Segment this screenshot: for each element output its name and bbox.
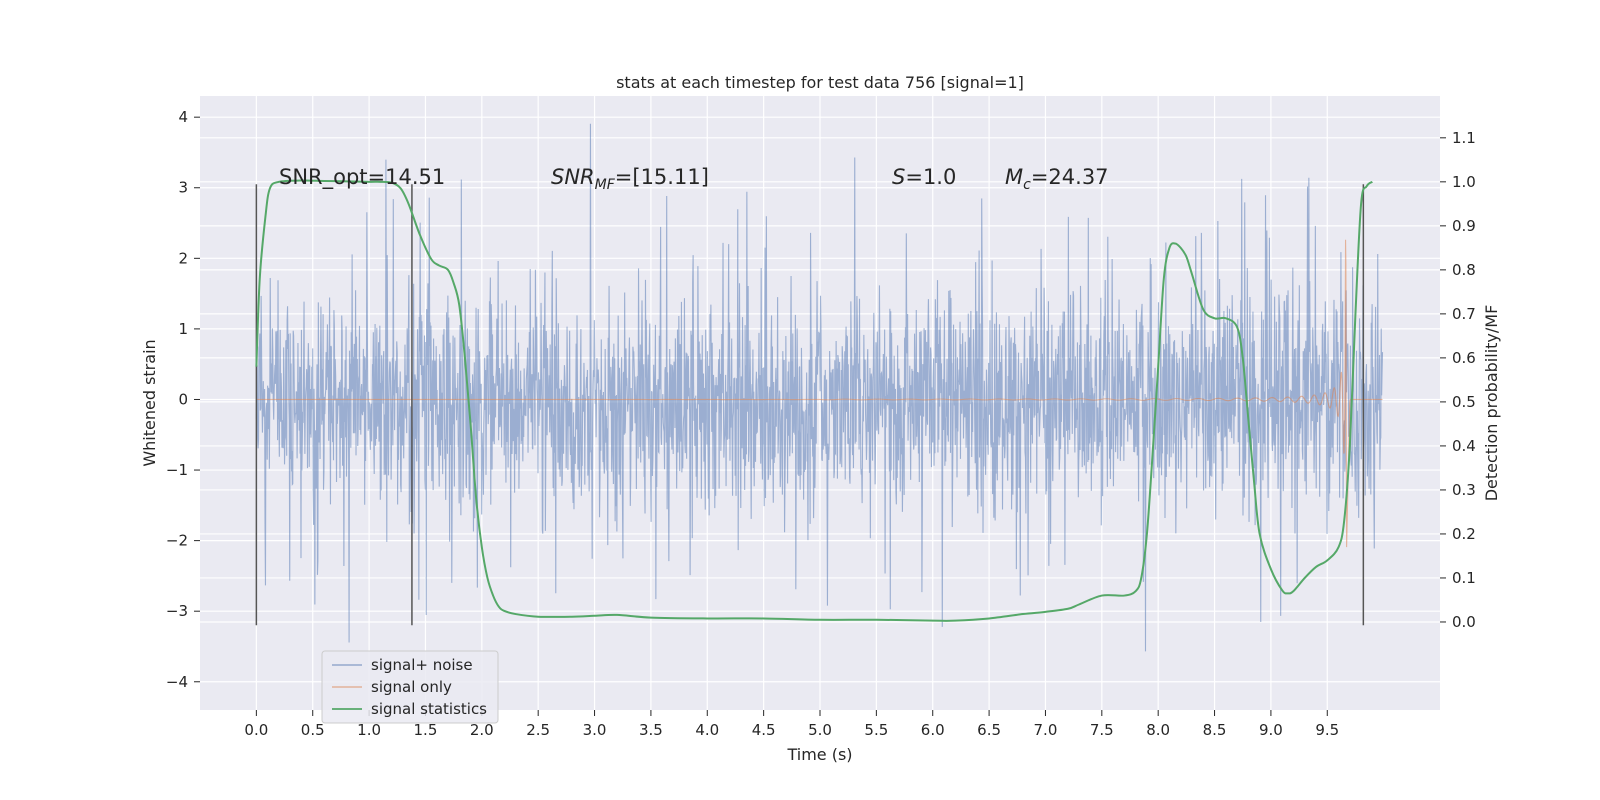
y-left-tick-label: −1 (166, 461, 188, 479)
legend-label-statistics: signal statistics (371, 700, 487, 718)
x-tick-label: 7.0 (1034, 721, 1058, 739)
y-left-tick-label: 3 (178, 179, 188, 197)
x-tick-label: 3.0 (583, 721, 607, 739)
y-left-tick-label: 0 (178, 390, 188, 408)
x-tick-label: 0.0 (244, 721, 268, 739)
snr-mf-symbol: SNR (551, 165, 595, 189)
annotation-mc: Mc=24.37 (1005, 165, 1109, 193)
x-tick-label: 1.0 (357, 721, 381, 739)
y-right-tick-label: 0.0 (1452, 613, 1476, 631)
signal-series (256, 239, 1383, 548)
signal-line (256, 239, 1383, 548)
mc-subscript: c (1023, 177, 1031, 193)
y-left-tick-label: 4 (178, 108, 188, 126)
snr-mf-subscript: MF (595, 177, 616, 193)
y-right-tick-label: 0.2 (1452, 525, 1476, 543)
x-tick-label: 3.5 (639, 721, 663, 739)
x-tick-label: 0.5 (301, 721, 325, 739)
statistics-series (255, 179, 1373, 622)
x-tick-label: 1.5 (414, 721, 438, 739)
y-right-tick-label: 0.7 (1452, 305, 1476, 323)
y-left-tick-labels: 4 3 2 1 0 −1 −2 −3 −4 (166, 108, 200, 691)
y-right-tick-label: 1.1 (1452, 129, 1476, 147)
s-value: =1.0 (905, 165, 956, 189)
x-tick-label: 5.0 (808, 721, 832, 739)
x-tick-label: 7.5 (1090, 721, 1114, 739)
x-tick-labels: 0.0 0.5 1.0 1.5 2.0 2.5 3.0 3.5 4.0 4.5 5.0 5.5 6.0 6… (244, 710, 1339, 739)
x-tick-label: 2.0 (470, 721, 494, 739)
annotation-snr-mf: SNRMF=[15.11] (551, 165, 709, 193)
x-tick-label: 4.5 (752, 721, 776, 739)
noise-series (255, 123, 1384, 652)
y-right-tick-labels: 1.1 1.0 0.9 0.8 0.7 0.6 0.5 0.4 0.3 0.2 0.1 0.0 (1440, 129, 1476, 631)
legend: signal+ noise signal only signal statist… (321, 650, 499, 724)
y-left-tick-label: −2 (166, 532, 188, 550)
y-right-tick-label: 0.6 (1452, 349, 1476, 367)
noise-line (255, 123, 1384, 652)
annotation-s: S=1.0 (892, 165, 956, 189)
x-tick-label: 6.0 (921, 721, 945, 739)
x-tick-label: 8.0 (1146, 721, 1170, 739)
y-right-tick-label: 0.3 (1452, 481, 1476, 499)
x-tick-label: 9.0 (1259, 721, 1283, 739)
x-tick-label: 4.0 (695, 721, 719, 739)
x-tick-label: 9.5 (1315, 721, 1339, 739)
annotation-snr-opt: SNR_opt=14.51 (279, 165, 445, 190)
x-axis-label: Time (s) (786, 745, 852, 764)
y-right-tick-label: 0.9 (1452, 217, 1476, 235)
chart-title: stats at each timestep for test data 756… (616, 73, 1024, 92)
x-tick-label: 2.5 (526, 721, 550, 739)
y-right-tick-label: 0.1 (1452, 569, 1476, 587)
y-right-tick-label: 0.4 (1452, 437, 1476, 455)
statistics-line (255, 179, 1373, 622)
snr-mf-value: =[15.11] (615, 165, 709, 189)
s-symbol: S (892, 165, 905, 189)
y-left-tick-label: −4 (166, 673, 188, 691)
y-axis-label-left: Whitened strain (140, 339, 159, 466)
legend-box (321, 650, 499, 724)
y-left-tick-label: 2 (178, 249, 188, 267)
y-left-tick-label: 1 (178, 320, 188, 338)
legend-label-signal: signal only (371, 678, 452, 696)
vertical-markers (255, 184, 1365, 626)
x-tick-label: 6.5 (977, 721, 1001, 739)
mc-value: =24.37 (1031, 165, 1109, 189)
y-right-tick-label: 0.8 (1452, 261, 1476, 279)
x-tick-label: 5.5 (864, 721, 888, 739)
mc-symbol: M (1005, 165, 1023, 189)
y-right-tick-label: 0.5 (1452, 393, 1476, 411)
y-axis-label-right: Detection probability/MF (1482, 305, 1501, 502)
x-tick-label: 8.5 (1203, 721, 1227, 739)
y-left-tick-label: −3 (166, 602, 188, 620)
legend-label-noise: signal+ noise (371, 656, 473, 674)
y-right-tick-label: 1.0 (1452, 173, 1476, 191)
